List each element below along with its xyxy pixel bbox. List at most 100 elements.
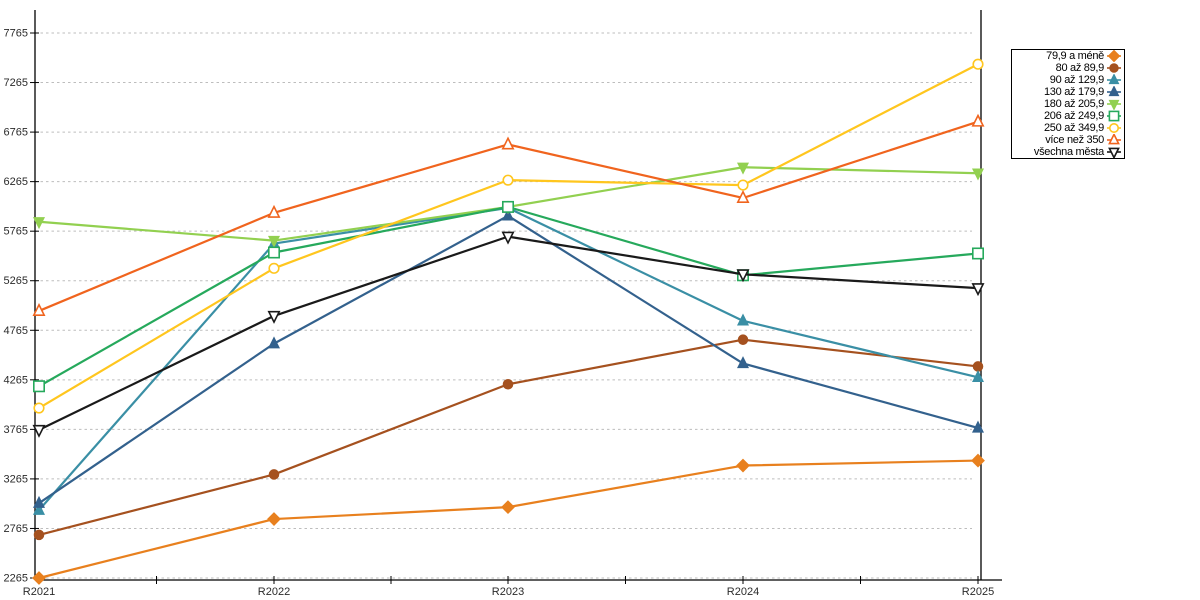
triangle-up-marker-icon: [736, 189, 750, 203]
y-tick-label: 3265: [4, 473, 28, 485]
square-marker-icon: [501, 200, 514, 213]
y-tick-label: 6265: [4, 176, 28, 188]
legend-marker-icon: [1107, 74, 1121, 85]
triangle-up-marker-icon: [971, 113, 985, 127]
diamond-marker-icon: [501, 500, 515, 515]
legend-item-label: 79,9 a méně: [1046, 50, 1104, 62]
diamond-marker-icon: [971, 453, 985, 468]
triangle-up-marker-icon: [501, 136, 515, 150]
legend-item-label: 80 až 89,9: [1055, 62, 1105, 74]
legend-item: 80 až 89,9: [1012, 62, 1122, 74]
x-tick-label: R2025: [962, 586, 994, 598]
series-80-a-89-9: [33, 334, 984, 541]
series-line: [38, 459, 979, 580]
diamond-marker-icon: [32, 571, 46, 585]
x-tick-label: R2023: [492, 586, 524, 598]
diamond-marker-icon: [267, 512, 281, 526]
legend-marker-icon: [1107, 63, 1121, 73]
y-tick-label: 5265: [4, 275, 28, 287]
triangle-up-marker-icon: [501, 208, 515, 221]
y-tick-label: 7265: [4, 77, 28, 89]
square-marker-icon: [32, 380, 45, 393]
legend-item: všechna města: [1012, 146, 1122, 158]
legend-item-label: 90 až 129,9: [1049, 74, 1105, 86]
circle-marker-icon: [972, 361, 984, 372]
y-tick-label: 2265: [4, 573, 28, 585]
square-marker-icon: [971, 247, 984, 260]
triangle-down-marker-icon: [267, 310, 281, 324]
legend-item-label: 206 až 249,9: [1043, 110, 1104, 122]
triangle-up-marker-icon: [971, 420, 985, 433]
legend-item-label: více než 350: [1045, 134, 1104, 146]
triangle-down-marker-icon: [971, 168, 985, 181]
diamond-marker-icon: [736, 458, 750, 473]
triangle-up-marker-icon: [1108, 74, 1120, 85]
series-v-echna-m-sta: [32, 231, 985, 438]
x-tick-label: R2021: [23, 586, 55, 598]
triangle-down-marker-icon: [501, 231, 515, 245]
series-90-a-129-9: [32, 200, 985, 515]
legend-item: 130 až 179,9: [1012, 86, 1122, 98]
triangle-up-marker-icon: [32, 502, 46, 515]
y-tick-label: 4765: [4, 325, 28, 337]
circle-marker-icon: [972, 58, 984, 70]
series-79-9-a-m-n-: [32, 453, 985, 585]
circle-marker-icon: [1109, 63, 1119, 73]
legend-marker-icon: [1107, 86, 1121, 97]
y-tick-label: 2765: [4, 523, 28, 535]
triangle-down-marker-icon: [32, 217, 46, 230]
triangle-down-marker-icon: [267, 235, 281, 248]
series-v-ce-ne-350: [32, 113, 985, 316]
triangle-up-marker-icon: [267, 204, 281, 218]
triangle-up-marker-icon: [32, 302, 46, 316]
triangle-up-marker-icon: [1108, 86, 1120, 97]
legend-marker-icon: [1107, 50, 1121, 62]
legend-item: 206 až 249,9: [1012, 110, 1122, 122]
legend-item-label: 180 až 205,9: [1043, 98, 1104, 110]
legend-item: 180 až 205,9: [1012, 98, 1122, 110]
circle-marker-icon: [268, 469, 280, 480]
x-tick-label: R2024: [727, 586, 759, 598]
triangle-down-marker-icon: [32, 424, 46, 438]
square-marker-icon: [267, 246, 280, 259]
legend-item: 250 až 349,9: [1012, 122, 1122, 134]
legend-item: více než 350: [1012, 134, 1122, 146]
legend-item-label: 130 až 179,9: [1043, 86, 1104, 98]
triangle-up-marker-icon: [736, 313, 750, 326]
triangle-up-marker-icon: [736, 356, 750, 369]
legend-item: 79,9 a méně: [1012, 50, 1122, 62]
y-tick-label: 4265: [4, 374, 28, 386]
triangle-down-marker-icon: [971, 283, 985, 297]
circle-marker-icon: [502, 378, 514, 390]
series-130-a-179-9: [32, 208, 985, 508]
circle-marker-icon: [33, 529, 45, 541]
triangle-up-marker-icon: [971, 370, 985, 383]
triangle-up-marker-icon: [267, 336, 281, 349]
circle-marker-icon: [268, 262, 280, 274]
legend-item-label: 250 až 349,9: [1043, 122, 1104, 134]
y-tick-label: 3765: [4, 424, 28, 436]
triangle-down-marker-icon: [1108, 147, 1120, 158]
diamond-marker-icon: [1107, 50, 1121, 62]
y-tick-label: 7765: [4, 28, 28, 40]
square-marker-icon: [1108, 110, 1120, 122]
series-250-a-349-9: [33, 58, 984, 414]
triangle-up-marker-icon: [32, 495, 46, 508]
circle-marker-icon: [33, 402, 45, 414]
triangle-up-marker-icon: [1108, 134, 1120, 145]
legend-marker-icon: [1107, 122, 1121, 134]
legend-marker-icon: [1107, 147, 1121, 158]
triangle-down-marker-icon: [736, 269, 750, 283]
series-line: [38, 214, 979, 505]
legend-marker-icon: [1107, 134, 1121, 145]
y-tick-label: 5765: [4, 226, 28, 238]
triangle-down-marker-icon: [736, 162, 750, 175]
triangle-down-marker-icon: [1108, 99, 1120, 110]
circle-marker-icon: [1108, 122, 1120, 134]
circle-marker-icon: [737, 179, 749, 191]
x-tick-label: R2022: [258, 586, 290, 598]
circle-marker-icon: [502, 174, 514, 186]
legend-item: 90 až 129,9: [1012, 74, 1122, 86]
